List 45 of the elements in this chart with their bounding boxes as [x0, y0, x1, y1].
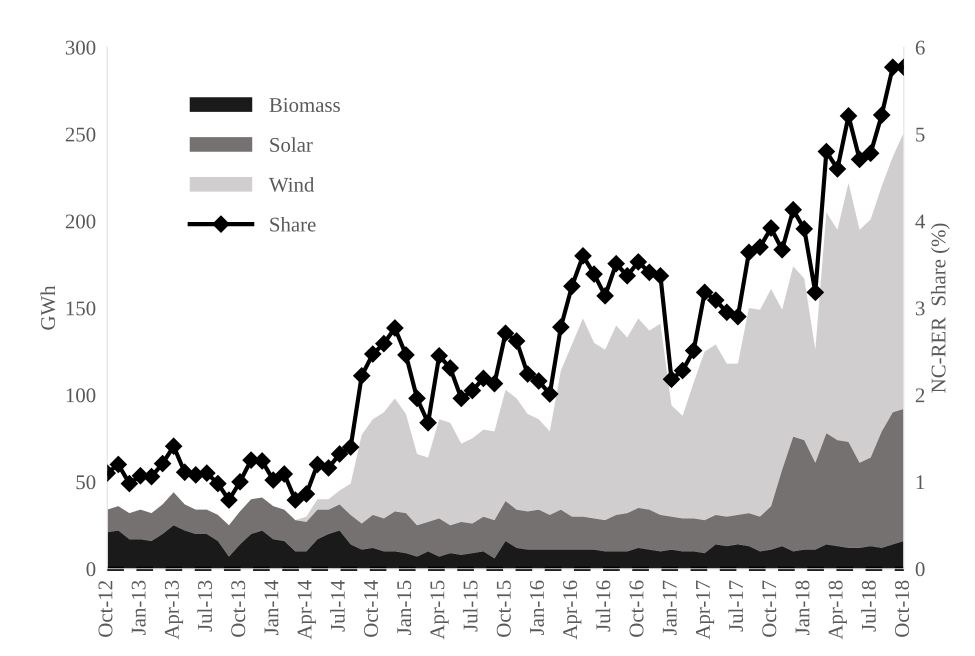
y-tick-label: 0	[86, 562, 96, 576]
y2-tick-label: 2	[916, 388, 924, 402]
x-tick-label: Oct-13	[231, 580, 246, 637]
y-tick-label: 150	[66, 301, 96, 316]
x-tick-label: Jul-17	[728, 580, 744, 632]
x-tick-label: Jul-14	[330, 580, 345, 632]
x-tick-label: Jan-16	[530, 580, 544, 635]
y2-tick-label: 0	[916, 562, 925, 576]
legend-label: Wind	[268, 177, 314, 192]
legend-label: Solar	[270, 137, 313, 152]
x-tick-label: Apr-16	[563, 580, 582, 640]
x-tick-label: Jul-16	[596, 580, 610, 632]
y2-tick-label: 5	[916, 128, 925, 142]
x-tick-label: Oct-16	[630, 580, 644, 637]
x-tick-label: Jan-15	[397, 580, 412, 635]
x-tick-label: Apr-14	[298, 580, 316, 640]
x-tick-label: Apr-13	[164, 580, 184, 640]
legend-label: Biomass	[269, 98, 340, 112]
x-tick-label: Apr-17	[696, 580, 714, 640]
y-tick-label: 50	[76, 475, 96, 490]
x-tick-label: Apr-15	[430, 580, 449, 640]
x-tick-label: Jan-17	[662, 580, 677, 635]
x-tick-label: Jan-14	[264, 580, 278, 635]
x-tick-label: Oct-17	[762, 580, 776, 637]
x-tick-label: Apr-18	[828, 580, 847, 640]
x-tick-label: Jan-18	[795, 580, 810, 635]
x-tick-label: Oct-18	[894, 580, 910, 637]
y-tick-label: 100	[66, 388, 96, 402]
x-tick-label: Jul-13	[197, 580, 212, 632]
x-tick-label: Oct-14	[364, 580, 378, 637]
x-tick-label: Jul-18	[861, 580, 876, 632]
y-tick-label: 300	[66, 40, 96, 55]
x-tick-label: Jul-15	[462, 580, 478, 632]
y2-tick-label: 6	[916, 40, 925, 55]
y-axis-title: GWh	[40, 286, 56, 330]
y2-tick-label: 1	[916, 475, 924, 490]
y-tick-label: 250	[66, 128, 96, 142]
x-tick-label: Oct-12	[98, 581, 112, 637]
y2-tick-label: 3	[916, 301, 925, 316]
legend-label: Share	[270, 216, 316, 232]
x-tick-label: Jan-13	[132, 580, 146, 635]
x-tick-label: Oct-15	[496, 580, 511, 637]
y2-axis-title: NC-RER Share (%)	[930, 224, 950, 393]
y-tick-label: 200	[66, 214, 96, 229]
y2-tick-label: 4	[915, 214, 926, 228]
